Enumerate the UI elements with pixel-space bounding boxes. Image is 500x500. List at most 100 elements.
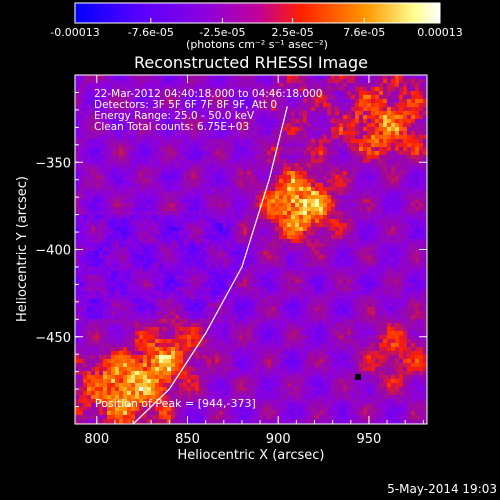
heatmap-cell	[343, 131, 347, 135]
heatmap-cell	[355, 139, 359, 143]
heatmap-cell	[331, 211, 335, 215]
heatmap-cell	[383, 79, 387, 83]
heatmap-cell	[247, 79, 251, 83]
heatmap-cell	[419, 279, 423, 283]
heatmap-cell	[143, 179, 147, 183]
heatmap-cell	[299, 255, 303, 259]
heatmap-cell	[291, 271, 295, 275]
heatmap-cell	[131, 135, 135, 139]
heatmap-cell	[215, 275, 219, 279]
heatmap-cell	[363, 195, 367, 199]
heatmap-cell	[87, 75, 91, 79]
heatmap-cell	[271, 83, 275, 87]
heatmap-cell	[219, 87, 223, 91]
heatmap-cell	[215, 143, 219, 147]
heatmap-cell	[407, 231, 411, 235]
heatmap-cell	[123, 171, 127, 175]
heatmap-cell	[355, 291, 359, 295]
heatmap-cell	[351, 291, 355, 295]
heatmap-cell	[111, 263, 115, 267]
heatmap-cell	[203, 267, 207, 271]
heatmap-cell	[167, 91, 171, 95]
heatmap-cell	[335, 199, 339, 203]
heatmap-cell	[423, 91, 427, 95]
heatmap-cell	[375, 219, 379, 223]
heatmap-cell	[83, 191, 87, 195]
heatmap-cell	[103, 183, 107, 187]
heatmap-cell	[371, 131, 375, 135]
heatmap-cell	[307, 87, 311, 91]
heatmap-cell	[99, 127, 103, 131]
heatmap-cell	[155, 123, 159, 127]
heatmap-cell	[351, 99, 355, 103]
heatmap-cell	[315, 271, 319, 275]
heatmap-cell	[383, 215, 387, 219]
heatmap-cell	[419, 143, 423, 147]
heatmap-cell	[315, 119, 319, 123]
heatmap-cell	[247, 291, 251, 295]
heatmap-cell	[323, 135, 327, 139]
heatmap-cell	[303, 91, 307, 95]
heatmap-cell	[247, 211, 251, 215]
heatmap-cell	[103, 143, 107, 147]
heatmap-cell	[371, 291, 375, 295]
heatmap-cell	[223, 147, 227, 151]
heatmap-cell	[415, 155, 419, 159]
heatmap-cell	[383, 147, 387, 151]
heatmap-cell	[183, 95, 187, 99]
heatmap-cell	[131, 159, 135, 163]
heatmap-cell	[351, 143, 355, 147]
heatmap-cell	[147, 203, 151, 207]
heatmap-cell	[423, 219, 427, 223]
heatmap-cell	[95, 279, 99, 283]
heatmap-cell	[295, 235, 299, 239]
heatmap-cell	[223, 135, 227, 139]
heatmap-cell	[331, 199, 335, 203]
heatmap-cell	[379, 219, 383, 223]
heatmap-cell	[123, 195, 127, 199]
heatmap-cell	[147, 231, 151, 235]
heatmap-cell	[303, 191, 307, 195]
heatmap-cell	[359, 151, 363, 155]
heatmap-cell	[315, 275, 319, 279]
heatmap-cell	[287, 143, 291, 147]
heatmap-cell	[155, 191, 159, 195]
heatmap-cell	[99, 115, 103, 119]
heatmap-cell	[395, 167, 399, 171]
heatmap-cell	[283, 207, 287, 211]
heatmap-cell	[155, 255, 159, 259]
heatmap-cell	[415, 295, 419, 299]
heatmap-cell	[215, 115, 219, 119]
heatmap-cell	[159, 115, 163, 119]
heatmap-cell	[115, 175, 119, 179]
heatmap-cell	[131, 151, 135, 155]
heatmap-cell	[183, 151, 187, 155]
heatmap-cell	[403, 227, 407, 231]
heatmap-cell	[291, 203, 295, 207]
heatmap-cell	[411, 111, 415, 115]
heatmap-cell	[343, 183, 347, 187]
heatmap-cell	[83, 251, 87, 255]
heatmap-cell	[151, 175, 155, 179]
heatmap-cell	[195, 195, 199, 199]
heatmap-cell	[267, 275, 271, 279]
heatmap-cell	[235, 99, 239, 103]
heatmap-cell	[107, 211, 111, 215]
heatmap-cell	[239, 227, 243, 231]
heatmap-cell	[319, 263, 323, 267]
heatmap-cell	[335, 191, 339, 195]
heatmap-cell	[375, 231, 379, 235]
heatmap-cell	[247, 171, 251, 175]
heatmap-cell	[371, 91, 375, 95]
heatmap-cell	[111, 127, 115, 131]
heatmap-cell	[95, 219, 99, 223]
heatmap-cell	[91, 251, 95, 255]
heatmap-cell	[403, 223, 407, 227]
heatmap-cell	[363, 171, 367, 175]
heatmap-cell	[283, 179, 287, 183]
heatmap-cell	[163, 155, 167, 159]
heatmap-cell	[99, 203, 103, 207]
heatmap-cell	[219, 195, 223, 199]
heatmap-cell	[123, 75, 127, 79]
heatmap-cell	[267, 239, 271, 243]
